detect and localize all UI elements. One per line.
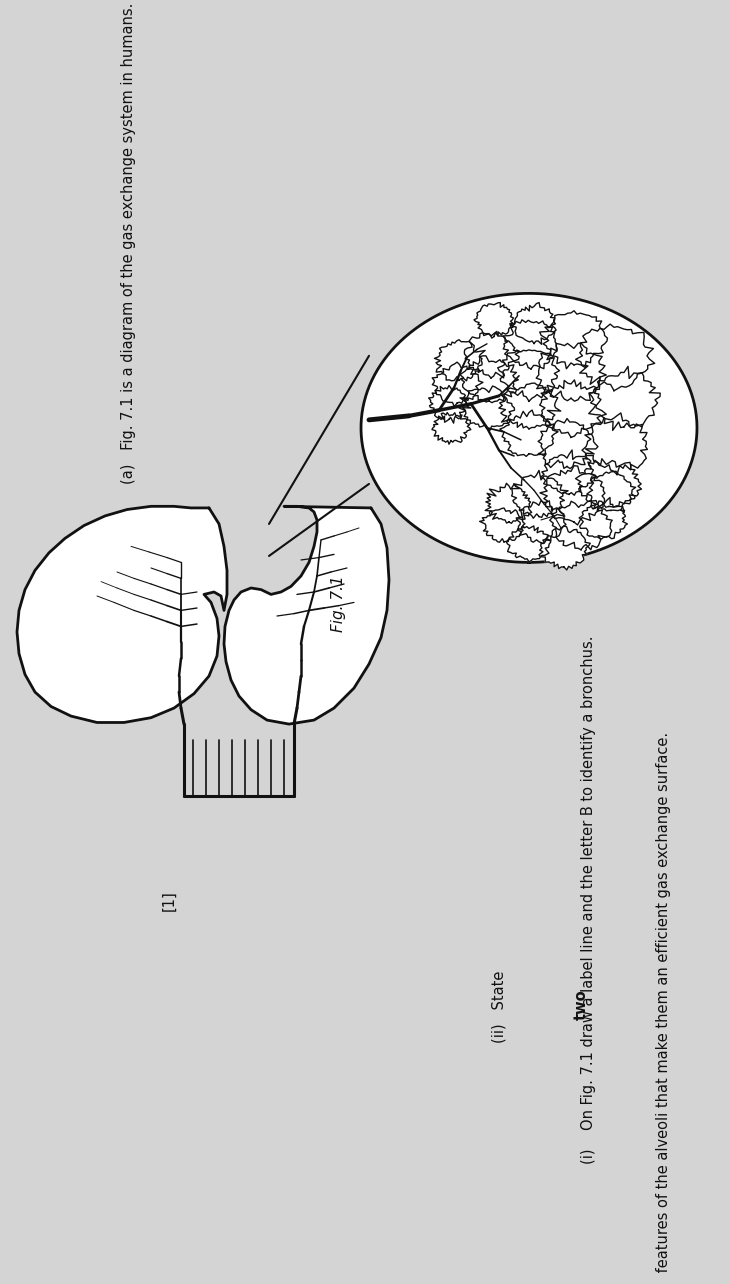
Polygon shape xyxy=(224,506,389,724)
Polygon shape xyxy=(539,380,607,438)
Text: [1]: [1] xyxy=(162,890,176,910)
Polygon shape xyxy=(460,356,518,403)
Polygon shape xyxy=(361,293,697,562)
Polygon shape xyxy=(17,506,227,723)
Polygon shape xyxy=(500,410,558,456)
Polygon shape xyxy=(507,526,550,562)
Polygon shape xyxy=(512,470,568,519)
Polygon shape xyxy=(539,311,607,369)
Text: (a)   Fig. 7.1 is a diagram of the gas exchange system in humans.: (a) Fig. 7.1 is a diagram of the gas exc… xyxy=(122,3,136,484)
Polygon shape xyxy=(486,483,531,524)
Text: Fig. 7.1: Fig. 7.1 xyxy=(332,575,346,633)
Polygon shape xyxy=(550,501,612,550)
Polygon shape xyxy=(464,331,520,377)
Polygon shape xyxy=(474,303,513,338)
Polygon shape xyxy=(499,383,561,429)
Polygon shape xyxy=(459,386,515,430)
Polygon shape xyxy=(539,526,590,570)
Polygon shape xyxy=(589,366,660,430)
Polygon shape xyxy=(538,419,598,469)
Polygon shape xyxy=(582,413,647,475)
Polygon shape xyxy=(576,458,642,507)
Polygon shape xyxy=(512,303,556,344)
Text: (ii)   State: (ii) State xyxy=(491,966,507,1043)
Polygon shape xyxy=(432,412,471,444)
Polygon shape xyxy=(540,466,605,525)
Polygon shape xyxy=(587,471,636,512)
Polygon shape xyxy=(576,324,655,390)
Text: features of the alveoli that make them an efficient gas exchange surface.: features of the alveoli that make them a… xyxy=(657,732,671,1276)
Polygon shape xyxy=(541,449,597,496)
Text: two: two xyxy=(574,989,588,1019)
Polygon shape xyxy=(503,320,557,369)
Polygon shape xyxy=(432,362,483,407)
Polygon shape xyxy=(429,385,471,424)
Text: (i)    On Fig. 7.1 draw a label line and the letter B to identify a bronchus.: (i) On Fig. 7.1 draw a label line and th… xyxy=(582,636,596,1165)
Polygon shape xyxy=(434,340,485,381)
Polygon shape xyxy=(579,497,628,539)
Polygon shape xyxy=(498,349,560,401)
Polygon shape xyxy=(480,508,525,542)
Polygon shape xyxy=(516,501,566,543)
Polygon shape xyxy=(537,343,607,401)
